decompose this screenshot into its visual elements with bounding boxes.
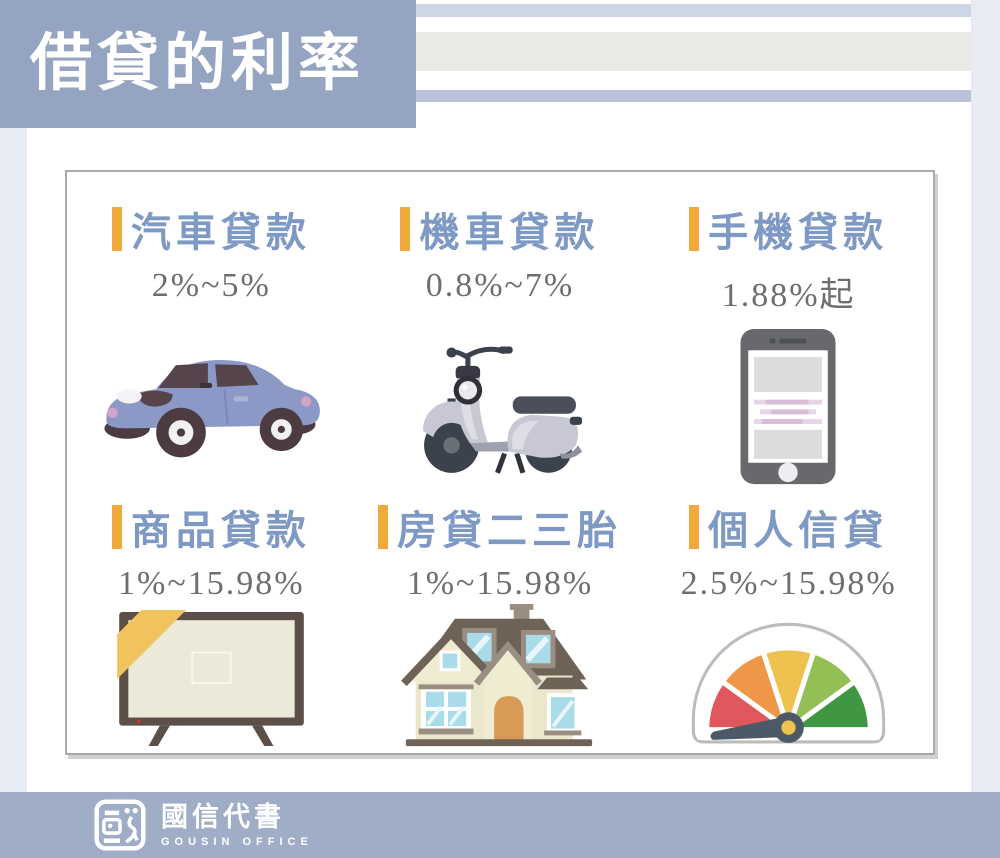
loan-rate: 2.5%~15.98% <box>680 565 897 602</box>
brand-text-block: 國信代書 GOUSIN OFFICE <box>161 802 313 847</box>
header-banner: 借貸的利率 <box>0 0 416 128</box>
loan-rate: 0.8%~7% <box>425 267 575 304</box>
loan-rate: 1%~15.98% <box>406 565 594 602</box>
accent-bar <box>400 207 411 251</box>
tv-icon <box>67 603 356 755</box>
brand-name-en: GOUSIN OFFICE <box>161 835 313 848</box>
scooter-icon <box>356 305 645 498</box>
loan-title: 機車貸款 <box>419 211 600 255</box>
loan-title-row: 房貸二三胎 <box>377 498 622 556</box>
loan-title: 手機貸款 <box>708 211 889 255</box>
loan-title-row: 個人信貸 <box>689 498 888 556</box>
accent-bar <box>111 505 122 549</box>
gauge-icon <box>644 603 933 755</box>
decor-stripe-light-blue <box>416 4 971 17</box>
accent-bar <box>689 207 700 251</box>
loan-rate: 2%~5% <box>151 267 271 304</box>
brand-logo-icon <box>94 799 146 851</box>
loan-item-tv: 商品貸款 1%~15.98% <box>67 498 356 755</box>
loan-title: 汽車貸款 <box>130 211 311 255</box>
loan-title-row: 汽車貸款 <box>111 200 311 258</box>
loan-title: 房貸二三胎 <box>396 509 622 553</box>
loan-rates-card: 汽車貸款 2%~5% <box>65 170 935 755</box>
decor-left-strip <box>0 128 27 792</box>
house-icon <box>356 603 645 755</box>
loan-item-gauge: 個人信貸 2.5%~15.98% <box>644 498 933 755</box>
car-icon <box>67 305 356 498</box>
accent-bar <box>689 505 700 549</box>
phone-icon <box>644 316 933 498</box>
decor-stripe-blue <box>416 90 971 102</box>
brand-name: 國信代書 <box>161 802 285 833</box>
decor-stripe-gray <box>416 32 971 71</box>
loan-item-phone: 手機貸款 1.88%起 <box>644 200 933 498</box>
accent-bar <box>111 207 122 251</box>
loan-item-house: 房貸二三胎 1%~15.98% <box>356 498 645 755</box>
loan-title-row: 手機貸款 <box>689 200 888 258</box>
footer-bar: 國信代書 GOUSIN OFFICE <box>0 792 1000 858</box>
decor-right-strip <box>971 0 1000 792</box>
loan-title-row: 機車貸款 <box>400 200 599 258</box>
loan-rate: 1%~15.98% <box>118 565 305 602</box>
page-title: 借貸的利率 <box>30 29 366 98</box>
loan-item-scooter: 機車貸款 0.8%~7% <box>356 200 645 498</box>
loan-title-row: 商品貸款 <box>111 498 311 556</box>
loan-title: 商品貸款 <box>130 509 311 553</box>
accent-bar <box>377 505 388 549</box>
loan-item-car: 汽車貸款 2%~5% <box>67 200 356 498</box>
loan-rate: 1.88%起 <box>721 277 856 314</box>
loan-title: 個人信貸 <box>708 509 889 553</box>
